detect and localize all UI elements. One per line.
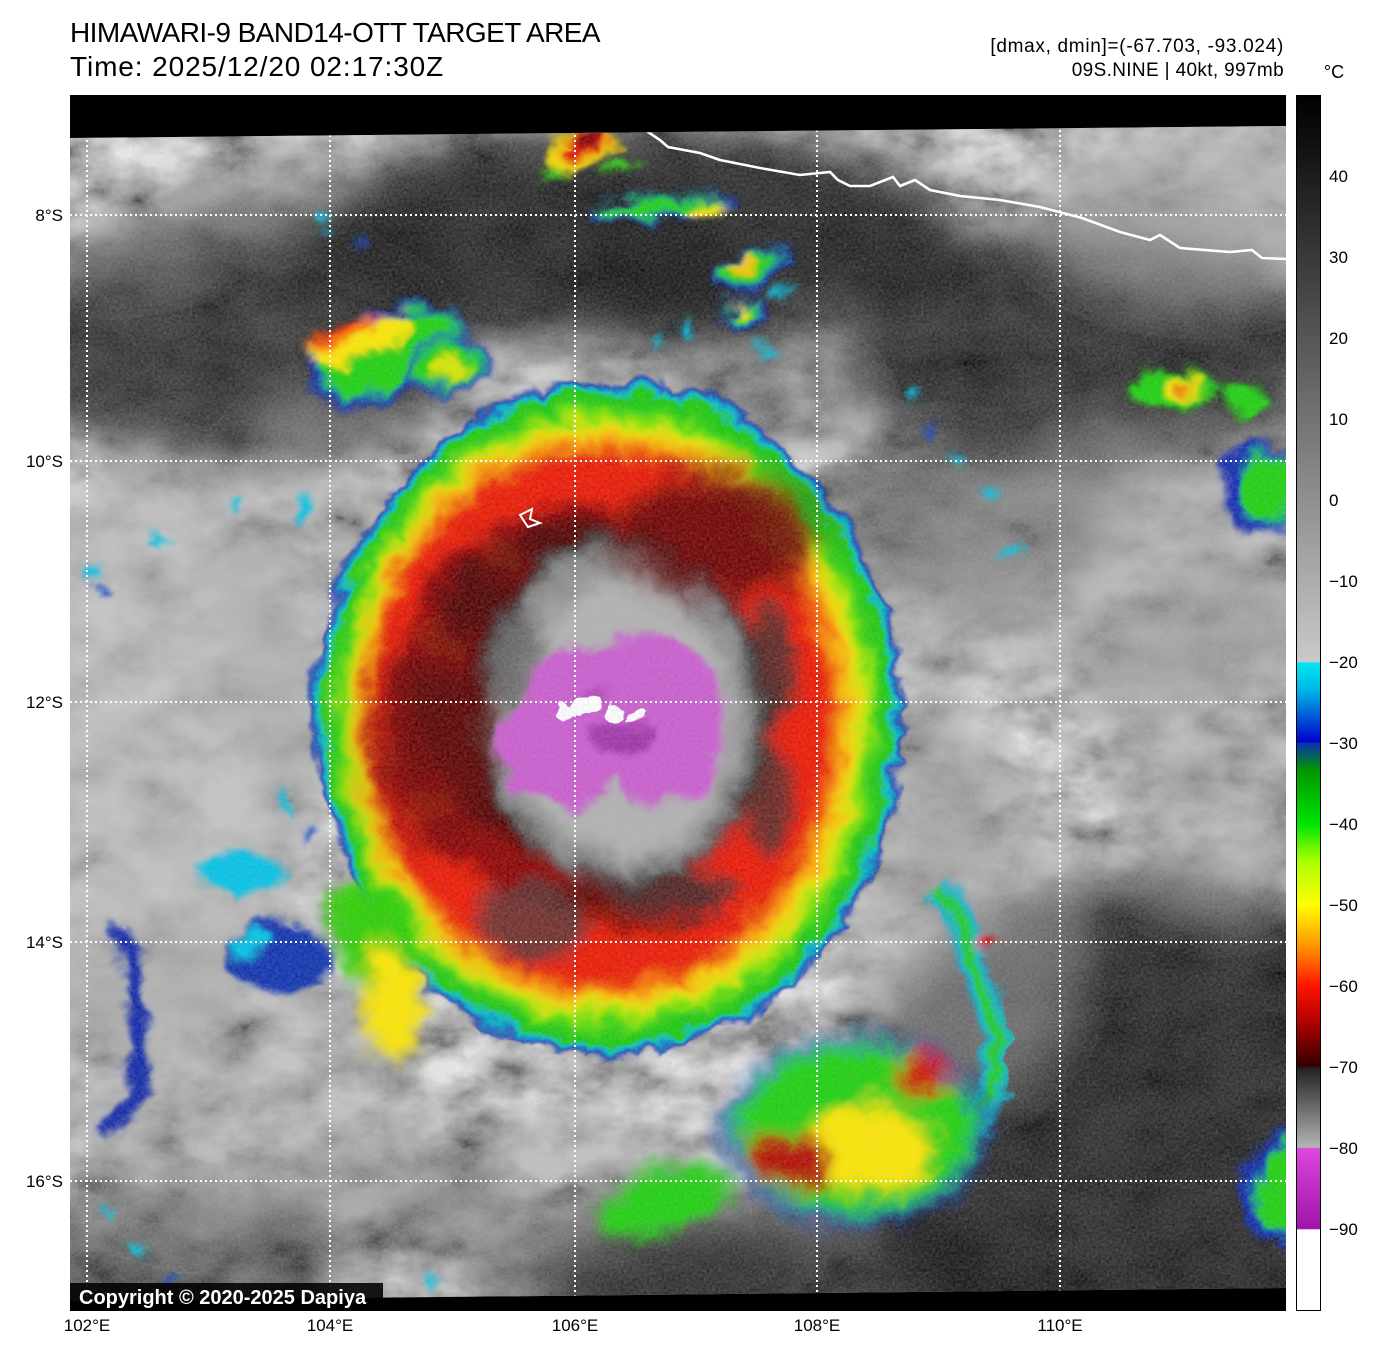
svg-text:Copyright © 2020-2025 Dapiya: Copyright © 2020-2025 Dapiya bbox=[79, 1287, 367, 1309]
